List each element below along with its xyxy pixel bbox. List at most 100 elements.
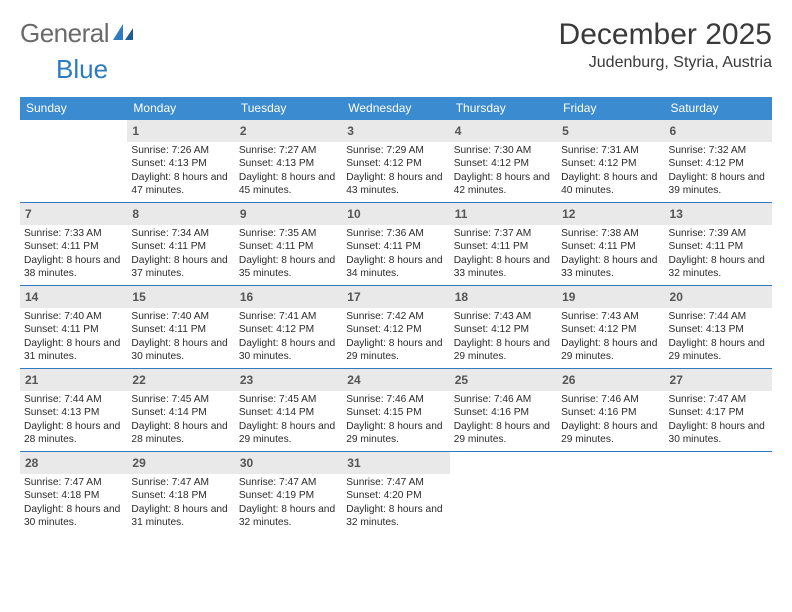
- sunrise-text: Sunrise: 7:33 AM: [24, 227, 123, 240]
- day-number-bar: 16: [235, 286, 342, 308]
- day-info: Sunrise: 7:39 AMSunset: 4:11 PMDaylight:…: [669, 227, 768, 281]
- weeks-container: 1Sunrise: 7:26 AMSunset: 4:13 PMDaylight…: [20, 120, 772, 534]
- calendar-cell: 17Sunrise: 7:42 AMSunset: 4:12 PMDayligh…: [342, 286, 449, 368]
- sunrise-text: Sunrise: 7:34 AM: [131, 227, 230, 240]
- sunset-text: Sunset: 4:13 PM: [131, 157, 230, 170]
- sunset-text: Sunset: 4:11 PM: [131, 240, 230, 253]
- sunrise-text: Sunrise: 7:43 AM: [561, 310, 660, 323]
- day-info: Sunrise: 7:43 AMSunset: 4:12 PMDaylight:…: [454, 310, 553, 364]
- day-number: 4: [455, 124, 462, 138]
- sunset-text: Sunset: 4:14 PM: [131, 406, 230, 419]
- daylight-text: Daylight: 8 hours and 43 minutes.: [346, 171, 445, 198]
- day-number-bar: 28: [20, 452, 127, 474]
- sunset-text: Sunset: 4:11 PM: [24, 240, 123, 253]
- sunrise-text: Sunrise: 7:43 AM: [454, 310, 553, 323]
- calendar-cell: 2Sunrise: 7:27 AMSunset: 4:13 PMDaylight…: [235, 120, 342, 202]
- day-info: Sunrise: 7:47 AMSunset: 4:18 PMDaylight:…: [131, 476, 230, 530]
- sunset-text: Sunset: 4:13 PM: [239, 157, 338, 170]
- day-number: 23: [240, 373, 253, 387]
- sunrise-text: Sunrise: 7:44 AM: [669, 310, 768, 323]
- calendar-cell: 16Sunrise: 7:41 AMSunset: 4:12 PMDayligh…: [235, 286, 342, 368]
- daylight-text: Daylight: 8 hours and 33 minutes.: [454, 254, 553, 281]
- daylight-text: Daylight: 8 hours and 29 minutes.: [454, 420, 553, 447]
- weekday-header: Monday: [127, 97, 234, 120]
- sunrise-text: Sunrise: 7:40 AM: [24, 310, 123, 323]
- sunset-text: Sunset: 4:20 PM: [346, 489, 445, 502]
- calendar-cell: 8Sunrise: 7:34 AMSunset: 4:11 PMDaylight…: [127, 203, 234, 285]
- sunset-text: Sunset: 4:18 PM: [24, 489, 123, 502]
- daylight-text: Daylight: 8 hours and 45 minutes.: [239, 171, 338, 198]
- page-title: December 2025: [559, 18, 772, 52]
- calendar-cell: 30Sunrise: 7:47 AMSunset: 4:19 PMDayligh…: [235, 452, 342, 534]
- calendar-cell: 10Sunrise: 7:36 AMSunset: 4:11 PMDayligh…: [342, 203, 449, 285]
- sunrise-text: Sunrise: 7:37 AM: [454, 227, 553, 240]
- day-number: 8: [132, 207, 139, 221]
- calendar-cell: [665, 452, 772, 534]
- day-number: 30: [240, 456, 253, 470]
- weekday-header: Wednesday: [342, 97, 449, 120]
- day-info: Sunrise: 7:46 AMSunset: 4:16 PMDaylight:…: [561, 393, 660, 447]
- sunset-text: Sunset: 4:12 PM: [669, 157, 768, 170]
- calendar-week: 1Sunrise: 7:26 AMSunset: 4:13 PMDaylight…: [20, 120, 772, 203]
- sunrise-text: Sunrise: 7:47 AM: [239, 476, 338, 489]
- day-number-bar: 12: [557, 203, 664, 225]
- sunset-text: Sunset: 4:12 PM: [346, 323, 445, 336]
- sunrise-text: Sunrise: 7:39 AM: [669, 227, 768, 240]
- calendar-cell: 9Sunrise: 7:35 AMSunset: 4:11 PMDaylight…: [235, 203, 342, 285]
- day-number: 14: [25, 290, 38, 304]
- weekday-header: Thursday: [450, 97, 557, 120]
- day-number: 26: [562, 373, 575, 387]
- daylight-text: Daylight: 8 hours and 29 minutes.: [239, 420, 338, 447]
- daylight-text: Daylight: 8 hours and 32 minutes.: [346, 503, 445, 530]
- calendar-cell: [557, 452, 664, 534]
- title-block: December 2025 Judenburg, Styria, Austria: [559, 18, 772, 72]
- calendar-week: 21Sunrise: 7:44 AMSunset: 4:13 PMDayligh…: [20, 369, 772, 452]
- calendar-cell: 20Sunrise: 7:44 AMSunset: 4:13 PMDayligh…: [665, 286, 772, 368]
- day-info: Sunrise: 7:35 AMSunset: 4:11 PMDaylight:…: [239, 227, 338, 281]
- calendar-cell: [20, 120, 127, 202]
- day-number-bar: 11: [450, 203, 557, 225]
- day-number: 6: [670, 124, 677, 138]
- calendar-week: 7Sunrise: 7:33 AMSunset: 4:11 PMDaylight…: [20, 203, 772, 286]
- daylight-text: Daylight: 8 hours and 34 minutes.: [346, 254, 445, 281]
- sunset-text: Sunset: 4:19 PM: [239, 489, 338, 502]
- day-number-bar: 22: [127, 369, 234, 391]
- sunset-text: Sunset: 4:13 PM: [669, 323, 768, 336]
- day-number-bar: 5: [557, 120, 664, 142]
- sunset-text: Sunset: 4:12 PM: [454, 323, 553, 336]
- daylight-text: Daylight: 8 hours and 39 minutes.: [669, 171, 768, 198]
- day-number-bar: 23: [235, 369, 342, 391]
- day-number-bar: 6: [665, 120, 772, 142]
- calendar-cell: 3Sunrise: 7:29 AMSunset: 4:12 PMDaylight…: [342, 120, 449, 202]
- day-number-bar: 19: [557, 286, 664, 308]
- day-info: Sunrise: 7:46 AMSunset: 4:15 PMDaylight:…: [346, 393, 445, 447]
- day-number: 13: [670, 207, 683, 221]
- calendar-cell: 23 Sunrise: 7:45 AMSunset: 4:14 PMDayligh…: [235, 369, 342, 451]
- daylight-text: Daylight: 8 hours and 47 minutes.: [131, 171, 230, 198]
- day-number: 27: [670, 373, 683, 387]
- logo-sail-icon: [111, 18, 137, 49]
- day-number: 2: [240, 124, 247, 138]
- day-info: Sunrise: 7:44 AMSunset: 4:13 PMDaylight:…: [24, 393, 123, 447]
- sunrise-text: Sunrise: 7:31 AM: [561, 144, 660, 157]
- day-info: Sunrise: 7:29 AMSunset: 4:12 PMDaylight:…: [346, 144, 445, 198]
- daylight-text: Daylight: 8 hours and 28 minutes.: [24, 420, 123, 447]
- daylight-text: Daylight: 8 hours and 29 minutes.: [346, 420, 445, 447]
- sunset-text: Sunset: 4:12 PM: [454, 157, 553, 170]
- sunset-text: Sunset: 4:11 PM: [239, 240, 338, 253]
- calendar-week: 28Sunrise: 7:47 AMSunset: 4:18 PMDayligh…: [20, 452, 772, 534]
- day-info: Sunrise: 7:37 AMSunset: 4:11 PMDaylight:…: [454, 227, 553, 281]
- daylight-text: Daylight: 8 hours and 28 minutes.: [131, 420, 230, 447]
- daylight-text: Daylight: 8 hours and 31 minutes.: [131, 503, 230, 530]
- calendar-cell: 4Sunrise: 7:30 AMSunset: 4:12 PMDaylight…: [450, 120, 557, 202]
- calendar-cell: 22 Sunrise: 7:45 AMSunset: 4:14 PMDayligh…: [127, 369, 234, 451]
- daylight-text: Daylight: 8 hours and 32 minutes.: [669, 254, 768, 281]
- sunrise-text: Sunrise: 7:45 AM: [131, 393, 230, 406]
- day-number-bar: 26: [557, 369, 664, 391]
- day-info: Sunrise: 7:45 AMSunset: 4:14 PMDaylight:…: [239, 393, 338, 447]
- sunset-text: Sunset: 4:12 PM: [561, 323, 660, 336]
- day-info: Sunrise: 7:47 AMSunset: 4:20 PMDaylight:…: [346, 476, 445, 530]
- calendar-cell: 11Sunrise: 7:37 AMSunset: 4:11 PMDayligh…: [450, 203, 557, 285]
- day-info: Sunrise: 7:47 AMSunset: 4:17 PMDaylight:…: [669, 393, 768, 447]
- day-number-bar: 21: [20, 369, 127, 391]
